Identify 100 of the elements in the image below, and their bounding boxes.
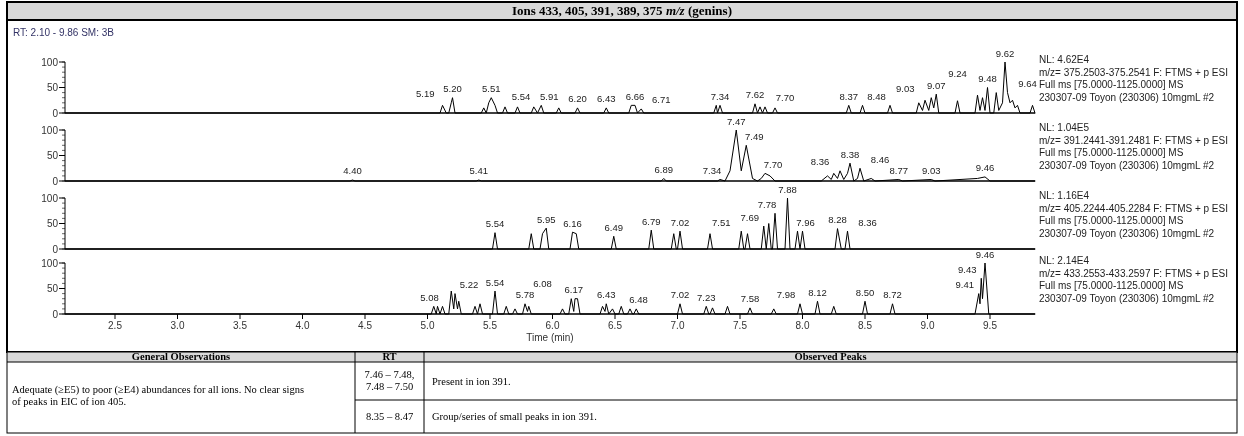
annotation: 9.62	[995, 47, 1015, 59]
annotation: 8.46	[870, 153, 890, 165]
annotation: 7.34	[702, 164, 722, 176]
annotation: 5.19	[416, 88, 435, 100]
x-tick-label: 9.5	[983, 320, 998, 331]
text: 8.35 – 8.47	[365, 411, 414, 422]
annotation: 7.98	[776, 289, 796, 301]
text: Observed Peaks	[794, 351, 867, 362]
annotation: 4.40	[343, 165, 362, 177]
x-tick-label: 6.0	[545, 320, 560, 331]
x-tick-label: 3.5	[233, 320, 248, 331]
annotation: 5.95	[537, 213, 556, 225]
y-tick-label: 100	[41, 56, 59, 68]
annotation: 5.22	[459, 279, 479, 291]
text: m/z= 375.2503-375.2541 F: FTMS + p ESI	[1039, 66, 1228, 78]
annotation: 9.07	[927, 79, 946, 91]
annotation: 5.41	[469, 165, 488, 177]
annotation: 5.54	[485, 276, 505, 288]
text: m/z= 391.2441-391.2481 F: FTMS + p ESI	[1039, 134, 1228, 146]
x-tick-label: 5.0	[420, 320, 435, 331]
annotation: 7.58	[740, 293, 760, 305]
x-tick-label: 8.0	[795, 320, 810, 331]
annotation: 5.78	[515, 289, 535, 301]
annotation: 7.70	[763, 158, 783, 170]
annotation: 6.89	[654, 163, 673, 175]
annotation: 7.96	[796, 216, 815, 228]
annotation: 9.03	[922, 164, 941, 176]
annotation: 7.02	[670, 216, 690, 228]
text: m/z= 433.2553-433.2597 F: FTMS + p ESI	[1039, 267, 1228, 279]
text: Adequate (≥E5) to poor (≥E4) abundances for all ions. No clear signs of peaks in EIC of ion 405.	[12, 384, 305, 407]
chart-subtitle: RT: 2.10 - 9.86 SM: 3B	[13, 27, 115, 38]
annotation: 8.12	[808, 286, 827, 298]
y-tick-label: 50	[46, 150, 59, 161]
y-tick-label: 0	[52, 175, 59, 187]
annotation: 8.37	[839, 90, 858, 102]
x-tick-label: 4.5	[358, 320, 373, 331]
text: NL: 4.62E4	[1039, 54, 1090, 65]
text: Group/series of small peaks in ion 391.	[432, 411, 597, 422]
annotation: 8.28	[828, 214, 847, 226]
x-axis-title: Time (min)	[526, 332, 574, 343]
annotation: 5.91	[540, 90, 559, 102]
annotation: 6.48	[629, 294, 648, 306]
chart-title: Ions 433, 405, 391, 389, 375 m/z (genins)	[512, 3, 732, 18]
annotation: 6.16	[563, 217, 582, 229]
text: NL: 1.16E4	[1039, 190, 1090, 201]
x-tick-label: 2.5	[108, 320, 123, 331]
annotation: 7.62	[745, 89, 765, 101]
y-tick-label: 0	[52, 308, 59, 320]
annotation: 8.50	[855, 286, 875, 298]
annotation: 6.08	[533, 278, 552, 290]
annotation: 7.02	[670, 289, 690, 301]
annotation: 8.36	[810, 156, 830, 168]
y-tick-label: 100	[41, 124, 59, 136]
y-tick-label: 50	[46, 218, 59, 229]
annotation: 7.88	[778, 183, 797, 195]
annotation: 7.78	[757, 198, 777, 210]
annotation: 9.46	[975, 162, 995, 174]
text: 230307-09 Toyon (230306) 10mgmL #2	[1039, 159, 1215, 171]
y-tick-label: 100	[41, 192, 59, 204]
text: 7.46 – 7.48, 7.48 – 7.50	[364, 369, 415, 392]
x-tick-label: 9.0	[920, 320, 935, 331]
text: 230307-09 Toyon (230306) 10mgmL #2	[1039, 292, 1215, 304]
x-tick-label: 6.5	[608, 320, 623, 331]
text: NL: 1.04E5	[1039, 122, 1090, 133]
x-tick-label: 8.5	[858, 320, 873, 331]
text: Full ms [75.0000-1125.0000] MS	[1039, 147, 1184, 158]
annotation: 9.48	[978, 73, 997, 84]
text: Full ms [75.0000-1125.0000] MS	[1039, 280, 1184, 291]
annotation: 8.38	[840, 148, 860, 160]
x-tick-label: 5.5	[483, 320, 498, 331]
annotation: 5.54	[511, 90, 531, 102]
y-tick-label: 0	[52, 243, 59, 255]
annotation: 7.70	[775, 92, 795, 104]
annotation: 7.23	[697, 291, 716, 303]
annotation: 7.34	[710, 90, 730, 102]
annotation: 5.08	[420, 291, 439, 303]
x-tick-label: 3.0	[170, 320, 185, 331]
annotation: 7.51	[712, 216, 731, 228]
annotation: 9.03	[896, 83, 915, 95]
x-tick-label: 7.0	[670, 320, 685, 331]
annotation: 5.51	[482, 83, 501, 95]
text: Full ms [75.0000-1125.0000] MS	[1039, 79, 1184, 90]
annotation: 8.36	[858, 216, 877, 228]
annotation: 7.47	[727, 115, 746, 127]
annotation: 7.69	[740, 211, 759, 223]
annotation: 6.66	[625, 90, 645, 102]
annotation: 6.79	[642, 215, 661, 227]
text: RT	[382, 351, 397, 362]
y-tick-label: 50	[46, 82, 59, 93]
annotation: 6.43	[597, 289, 616, 301]
y-tick-label: 50	[46, 283, 59, 294]
text: Full ms [75.0000-1125.0000] MS	[1039, 215, 1184, 226]
annotation: 6.17	[564, 284, 583, 296]
annotation: 6.20	[568, 93, 587, 105]
annotation: 8.72	[883, 289, 902, 301]
annotation: 8.77	[889, 164, 908, 176]
annotation: 9.41	[955, 279, 974, 291]
annotation: 6.49	[604, 221, 623, 233]
text: m/z= 405.2244-405.2284 F: FTMS + p ESI	[1039, 202, 1228, 214]
text: NL: 2.14E4	[1039, 255, 1090, 266]
